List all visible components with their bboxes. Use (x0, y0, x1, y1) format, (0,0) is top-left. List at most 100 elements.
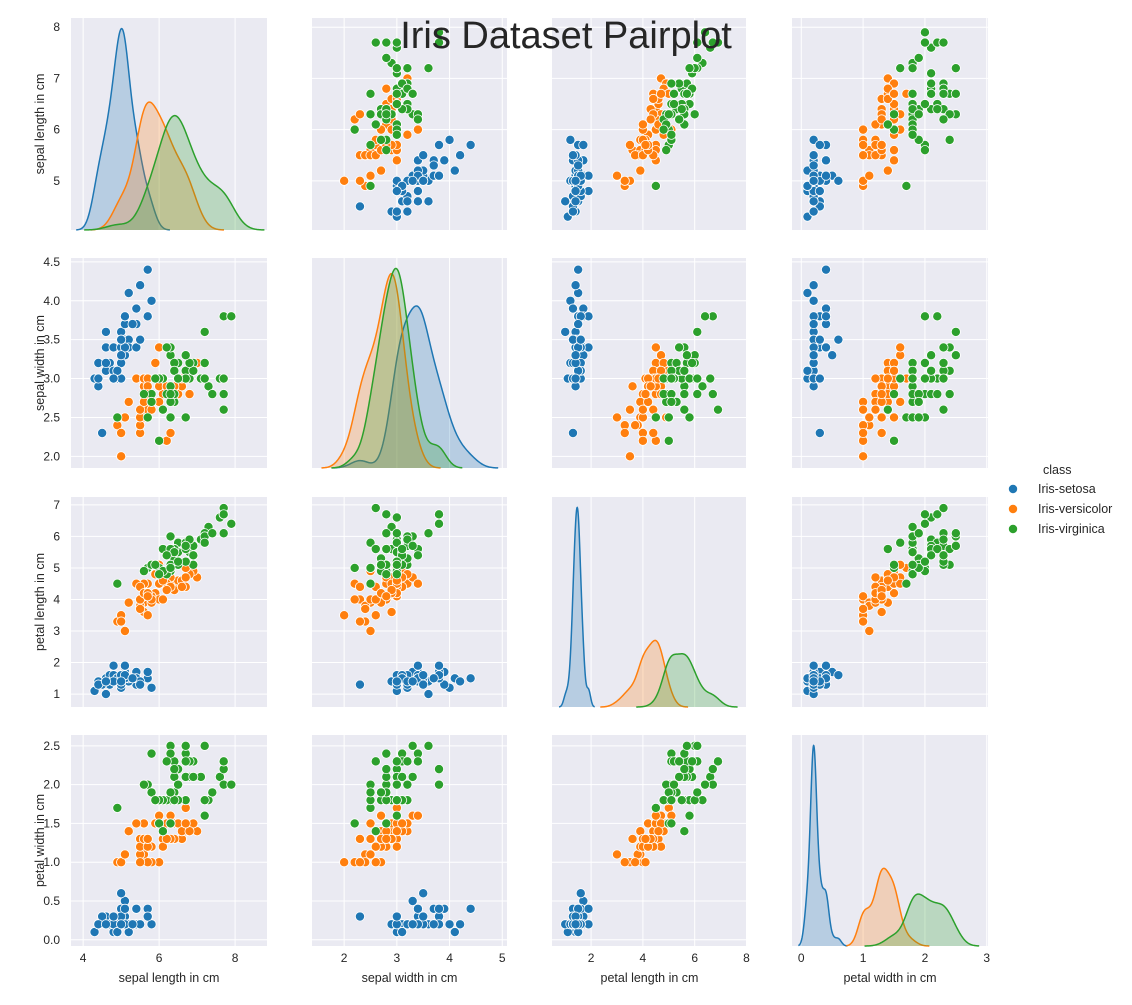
kde-area (76, 28, 170, 230)
scatter-point (661, 145, 672, 156)
scatter-point (354, 616, 365, 627)
scatter-point (679, 404, 690, 415)
scatter-point (199, 537, 210, 548)
scatter-point (218, 389, 229, 400)
kde-line (846, 867, 930, 947)
scatter-point (570, 350, 581, 361)
scatter-point (938, 404, 949, 415)
scatter-point (169, 764, 180, 775)
scatter-point (932, 509, 943, 520)
scatter-point (919, 556, 930, 567)
scatter-point (808, 160, 819, 171)
scatter-point (116, 451, 127, 462)
scatter-point (207, 787, 218, 798)
scatter-point (692, 389, 703, 400)
scatter-point (692, 787, 703, 798)
scatter-point (707, 764, 718, 775)
scatter-point (418, 670, 429, 681)
scatter-point (402, 756, 413, 767)
scatter-point (679, 389, 690, 400)
scatter-point (802, 287, 813, 298)
scatter-point (913, 412, 924, 423)
scatter-point (391, 911, 402, 922)
scatter-point (354, 679, 365, 690)
panel (312, 735, 507, 946)
scatter-point (161, 585, 172, 596)
y-tick-label: 4.0 (43, 294, 60, 308)
scatter-point (391, 88, 402, 99)
scatter-point (423, 196, 434, 207)
kde-area (84, 115, 265, 230)
scatter-point (573, 264, 584, 275)
scatter-point (100, 676, 111, 687)
scatter-point (895, 396, 906, 407)
kde-area (798, 745, 848, 946)
scatter-point (668, 779, 679, 790)
scatter-point (412, 114, 423, 125)
scatter-point (889, 109, 900, 120)
scatter-point (864, 170, 875, 181)
scatter-point (412, 186, 423, 197)
scatter-point (870, 572, 881, 583)
scatter-point (889, 88, 900, 99)
panel (552, 18, 747, 230)
scatter-point (932, 544, 943, 555)
scatter-point (391, 676, 402, 687)
scatter-point (365, 818, 376, 829)
scatter-point (173, 556, 184, 567)
scatter-point (180, 818, 191, 829)
scatter-point (663, 412, 674, 423)
scatter-point (391, 186, 402, 197)
scatter-point (199, 810, 210, 821)
scatter-point (218, 509, 229, 520)
kde-line (331, 267, 463, 469)
y-tick-label: 4 (53, 592, 60, 606)
scatter-point (567, 206, 578, 217)
scatter-point (666, 795, 677, 806)
scatter-point (135, 603, 146, 614)
scatter-point (391, 99, 402, 110)
kde-area (864, 894, 980, 946)
scatter-point (640, 139, 651, 150)
scatter-point (150, 559, 161, 570)
scatter-point (926, 365, 937, 376)
scatter-point (938, 357, 949, 368)
scatter-point (876, 607, 887, 618)
scatter-point (889, 412, 900, 423)
scatter-point (131, 303, 142, 314)
scatter-point (666, 396, 677, 407)
scatter-point (907, 88, 918, 99)
y-tick-label: 2.0 (43, 449, 60, 463)
scatter-point (407, 771, 418, 782)
scatter-point (418, 175, 429, 186)
scatter-point (926, 68, 937, 79)
legend-label: Iris-versicolor (1038, 502, 1112, 516)
scatter-point (444, 134, 455, 145)
scatter-point (907, 559, 918, 570)
scatter-point (376, 787, 387, 798)
scatter-point (681, 740, 692, 751)
scatter-point (381, 544, 392, 555)
kde-line (332, 305, 499, 469)
scatter-point (950, 63, 961, 74)
scatter-point (889, 559, 900, 570)
scatter-point (833, 334, 844, 345)
kde-line (321, 272, 441, 469)
scatter-point (674, 114, 685, 125)
scatter-point (858, 427, 869, 438)
scatter-point (434, 37, 445, 48)
scatter-point (821, 170, 832, 181)
scatter-point (612, 849, 623, 860)
scatter-point (354, 833, 365, 844)
scatter-point (919, 509, 930, 520)
scatter-point (157, 404, 168, 415)
scatter-point (640, 389, 651, 400)
scatter-point (876, 427, 887, 438)
scatter-point (157, 826, 168, 837)
scatter-point (365, 139, 376, 150)
scatter-point (365, 849, 376, 860)
scatter-point (950, 326, 961, 337)
scatter-point (674, 342, 685, 353)
scatter-point (100, 357, 111, 368)
scatter-point (381, 83, 392, 94)
